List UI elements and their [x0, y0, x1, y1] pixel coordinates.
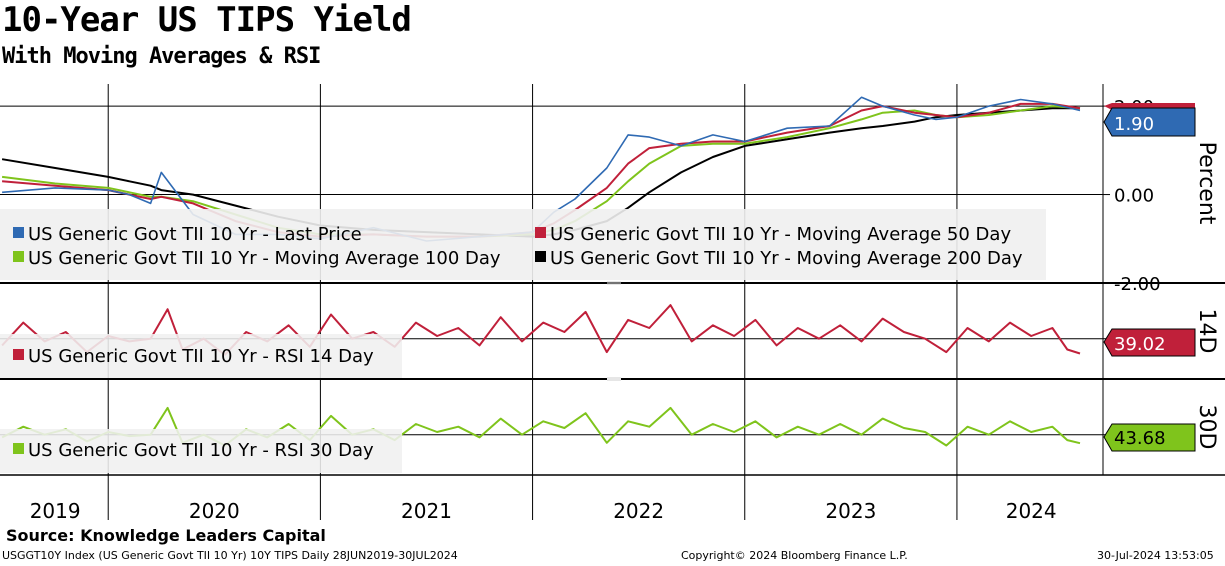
last-value-rsi30: 43.68 [1114, 428, 1166, 449]
xaxis-label-2023: 2023 [825, 499, 876, 523]
price-series-0 [2, 96, 1081, 242]
last-value-price: 1.90 [1114, 114, 1154, 135]
rsi14-legend-box [0, 334, 402, 378]
xaxis-label-2024: 2024 [1006, 499, 1057, 523]
legend-swatch-ma100 [13, 251, 24, 262]
copyright-note: Copyright© 2024 Bloomberg Finance L.P. [681, 549, 908, 562]
last-value-badge-rsi30: 43.68 [1103, 423, 1196, 452]
price-tick-label-1: 0.00 [1114, 186, 1154, 207]
xaxis-label-2020: 2020 [189, 499, 240, 523]
timestamp: 30-Jul-2024 13:53:05 [1097, 549, 1214, 562]
legend-swatch-ma200 [535, 251, 546, 262]
legend-label-ma100: US Generic Govt TII 10 Yr - Moving Avera… [28, 248, 501, 269]
price-series-1 [2, 102, 1081, 238]
legend-label-ma50: US Generic Govt TII 10 Yr - Moving Avera… [550, 224, 1011, 245]
legend-swatch-rsi30 [13, 443, 24, 454]
xaxis-year-labels: 2019 2020 2021 2022 2023 2024 [30, 499, 1057, 523]
legend-swatch-rsi14 [13, 349, 24, 360]
panel-grip-2[interactable] [607, 377, 621, 381]
price-legend-box [0, 209, 1046, 280]
last-value-badge-price: 1.90 [1103, 103, 1196, 137]
price-panel-series [1, 96, 1081, 242]
legend-swatch-ma50 [535, 227, 546, 238]
legend-label-rsi30: US Generic Govt TII 10 Yr - RSI 30 Day [28, 440, 374, 461]
legend-label-price: US Generic Govt TII 10 Yr - Last Price [28, 224, 362, 245]
price-tick-label-2: -2.00 [1114, 274, 1161, 295]
source-note: Source: Knowledge Leaders Capital [6, 526, 326, 545]
yaxis-title-price: Percent [1194, 142, 1219, 225]
yaxis-title-rsi14: 14D [1194, 309, 1219, 354]
chart-subtitle: With Moving Averages & RSI [2, 44, 321, 69]
chart-title: 10-Year US TIPS Yield [2, 0, 412, 40]
yaxis-ticks: 2.000.00-2.0050.0050.00 [1103, 97, 1166, 447]
last-value-badge-rsi14: 39.02 [1103, 328, 1196, 357]
index-info: USGGT10Y Index (US Generic Govt TII 10 Y… [2, 549, 458, 562]
yaxis-title-rsi30: 30D [1194, 405, 1219, 450]
legend-label-ma200: US Generic Govt TII 10 Yr - Moving Avera… [550, 248, 1023, 269]
legend-swatch-price [13, 227, 24, 238]
xaxis-label-2019: 2019 [30, 499, 81, 523]
legend-label-rsi14: US Generic Govt TII 10 Yr - RSI 14 Day [28, 346, 374, 367]
last-value-rsi14: 39.02 [1114, 334, 1166, 355]
xaxis-label-2021: 2021 [401, 499, 452, 523]
rsi30-legend-box [0, 429, 402, 473]
xaxis-label-2022: 2022 [613, 499, 664, 523]
